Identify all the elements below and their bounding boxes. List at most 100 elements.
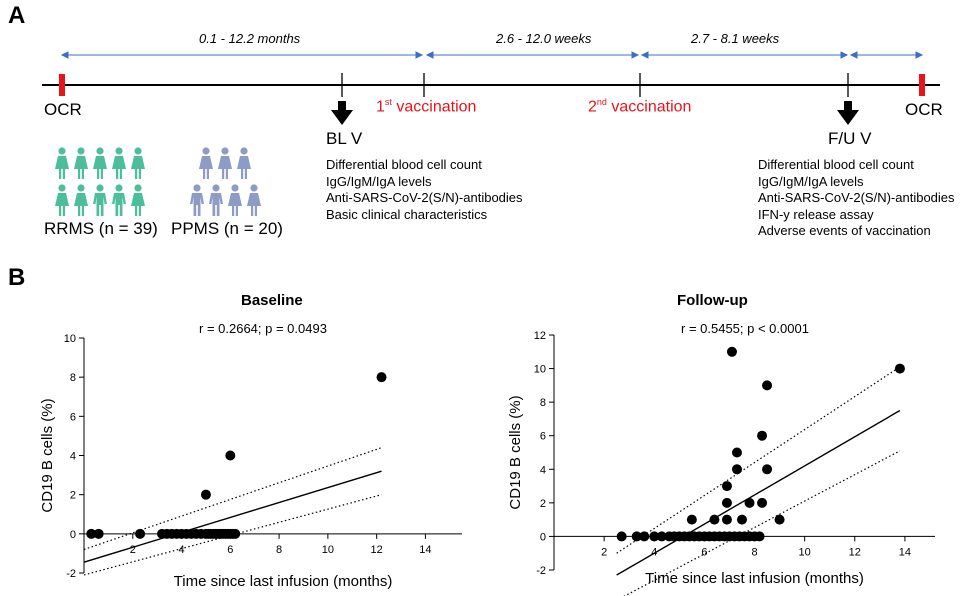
data-point (721, 514, 732, 525)
x-tick-label: 12 (371, 544, 383, 556)
x-tick-label: 14 (899, 546, 911, 558)
followup-item: IgG/IgM/IgA levels (758, 173, 864, 189)
x-tick-label: 2 (130, 544, 136, 556)
data-point (616, 531, 627, 542)
patient-icons (55, 147, 261, 216)
data-point (631, 531, 642, 542)
y-tick-label: -2 (536, 565, 546, 577)
data-point (757, 497, 768, 508)
chart-title-baseline: Baseline (241, 292, 303, 309)
ci-lower-line (83, 494, 382, 576)
x-tick-label: 10 (322, 544, 334, 556)
y-tick-label: 0 (70, 529, 76, 541)
y-tick-label: 2 (540, 498, 546, 510)
data-point (230, 528, 241, 539)
ci-upper-line (616, 366, 901, 554)
followup-items: Differential blood cell count IgG/IgM/Ig… (758, 157, 955, 240)
data-point (686, 514, 697, 525)
y-axis-label: CD19 B cells (%) (39, 398, 56, 512)
y-tick-label: -2 (66, 568, 76, 580)
y-tick-label: 8 (540, 397, 546, 409)
chart-subtitle-baseline: r = 0.2664; p = 0.0493 (199, 321, 327, 336)
baseline-visit-label: BL V (326, 129, 363, 148)
y-axis-label: CD19 B cells (%) (507, 395, 524, 509)
data-point (744, 497, 755, 508)
data-point (93, 528, 104, 539)
data-point (736, 514, 747, 525)
followup-item: Differential blood cell count (758, 157, 914, 172)
x-tick-label: 14 (419, 544, 431, 556)
x-axis-label: Time since last infusion (months) (645, 570, 864, 587)
x-tick-label: 8 (751, 546, 757, 558)
interval-arrows (60, 51, 924, 59)
data-point (86, 528, 97, 539)
regression-line (616, 409, 901, 576)
rrms-label: RRMS (n = 39) (44, 219, 158, 238)
chart-baseline: -2 0 2 4 6 8 10 2 4 6 8 10 12 14 Time since last infus… (39, 333, 462, 590)
data-point (894, 363, 905, 374)
ocr-marker-left (59, 74, 65, 96)
data-point (757, 430, 768, 441)
baseline-items: Differential blood cell count IgG/IgM/Ig… (326, 157, 523, 223)
y-tick-label: 10 (534, 364, 546, 376)
timeline (42, 51, 940, 125)
ocr-label-right: OCR (905, 100, 943, 119)
data-point (731, 464, 742, 475)
data-point (721, 497, 732, 508)
y-tick-label: 4 (540, 464, 546, 476)
y-tick-label: 0 (540, 531, 546, 543)
baseline-item: Differential blood cell count (326, 157, 482, 172)
y-tick-label: 2 (70, 490, 76, 502)
baseline-item: IgG/IgM/IgA levels (326, 173, 432, 189)
second-vaccination-label: 2nd vaccination (588, 97, 692, 116)
y-tick-label: 10 (64, 333, 76, 345)
data-point (731, 447, 742, 458)
x-tick-label: 8 (276, 544, 282, 556)
data-point (376, 372, 387, 383)
ocr-marker-right (919, 74, 925, 96)
followup-visit-label: F/U V (828, 129, 872, 148)
followup-item: Anti-SARS-CoV-2(S/N)-antibodies (758, 190, 955, 205)
panel-a-label: A (8, 2, 26, 29)
data-point (656, 531, 667, 542)
data-point (639, 531, 650, 542)
rrms-icons (55, 147, 145, 216)
followup-item: Adverse events of vaccination (758, 223, 931, 238)
interval-label-1: 0.1 - 12.2 months (199, 31, 301, 46)
data-point (762, 380, 773, 391)
data-point (200, 489, 211, 500)
ci-lower-line (623, 450, 901, 596)
y-tick-label: 8 (70, 372, 76, 384)
baseline-item: Anti-SARS-CoV-2(S/N)-antibodies (326, 190, 523, 205)
baseline-item: Basic clinical characteristics (326, 206, 488, 222)
ppms-icons (190, 147, 261, 216)
x-tick-label: 6 (701, 546, 707, 558)
x-tick-label: 4 (178, 544, 184, 556)
x-tick-label: 2 (601, 546, 607, 558)
chart-followup: -20246810122468101214Time since last inf… (507, 330, 935, 596)
x-tick-label: 6 (227, 544, 233, 556)
data-point (774, 514, 785, 525)
first-vaccination-label: 1st vaccination (376, 97, 477, 116)
visit-arrows (331, 101, 859, 125)
data-point (721, 481, 732, 492)
ppms-label: PPMS (n = 20) (171, 219, 283, 238)
interval-label-2: 2.6 - 12.0 weeks (496, 31, 592, 46)
x-tick-label: 12 (849, 546, 861, 558)
y-tick-label: 6 (70, 411, 76, 423)
data-point (762, 464, 773, 475)
y-tick-label: 4 (70, 451, 76, 463)
data-point (225, 450, 236, 461)
panel-b-label: B (8, 264, 26, 291)
data-point (649, 531, 660, 542)
regression-line (83, 470, 382, 563)
x-axis-label: Time since last infusion (months) (174, 573, 393, 590)
ci-upper-line (83, 447, 382, 551)
data-point (709, 514, 720, 525)
x-tick-label: 10 (799, 546, 811, 558)
y-tick-label: 12 (534, 330, 546, 342)
data-point (754, 531, 765, 542)
data-point (135, 528, 146, 539)
data-point (726, 346, 737, 357)
ocr-label-left: OCR (44, 100, 82, 119)
